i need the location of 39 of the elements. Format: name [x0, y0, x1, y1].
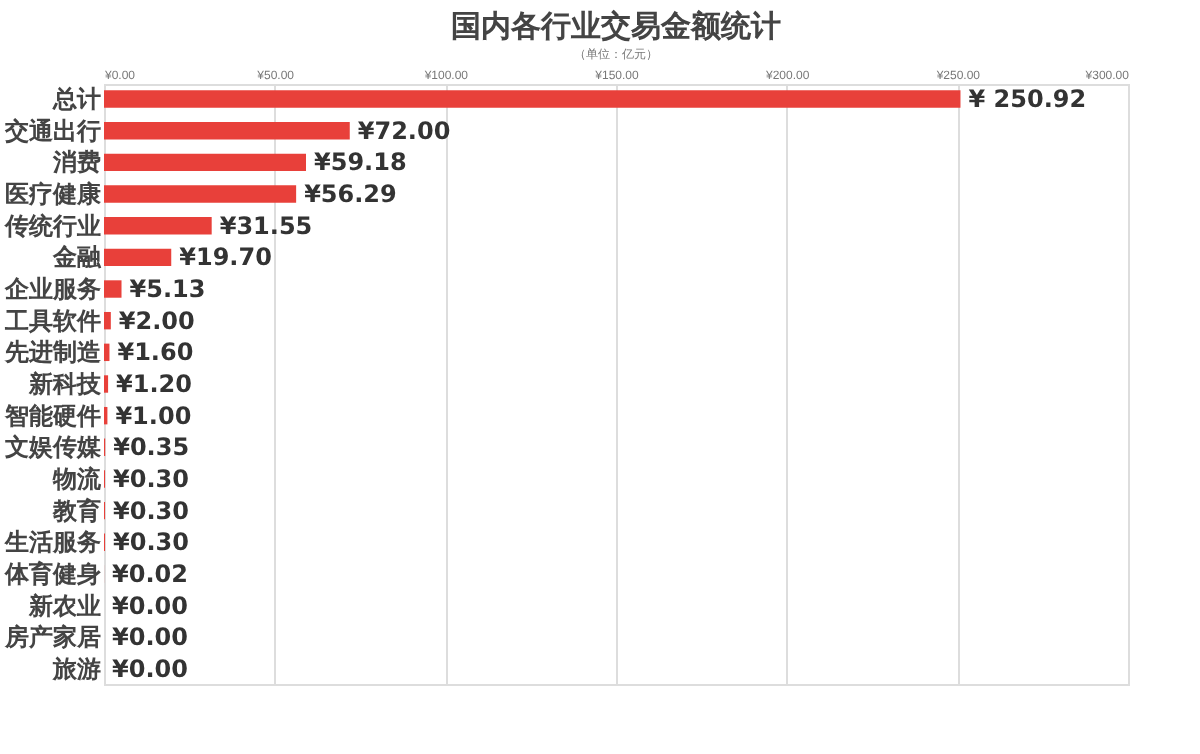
data-label: ¥72.00: [357, 116, 451, 145]
data-label: ¥ 250.92: [968, 85, 1087, 114]
y-tick-label: 生活服务: [3, 528, 101, 557]
y-tick-label: 旅游: [51, 654, 101, 683]
y-tick-label: 新科技: [27, 370, 103, 398]
data-label: ¥0.00: [112, 654, 188, 683]
data-label: ¥0.00: [112, 623, 188, 652]
y-tick-label: 总计: [51, 85, 101, 114]
y-tick-label: 先进制造: [3, 338, 103, 367]
y-tick-label: 医疗健康: [5, 180, 103, 209]
y-tick-label: 教育: [51, 496, 101, 525]
data-label: ¥31.55: [219, 211, 313, 240]
chart-title: 国内各行业交易金额统计: [451, 8, 781, 44]
data-label: ¥1.00: [115, 401, 192, 430]
data-label: ¥19.70: [179, 243, 272, 272]
y-tick-label: 智能硬件: [3, 401, 101, 430]
data-label: ¥0.00: [112, 591, 188, 620]
y-tick-label: 体育健身: [3, 559, 101, 588]
data-label: ¥2.00: [118, 306, 195, 335]
y-tick-label: 金融: [51, 243, 103, 272]
y-tick-label: 物流: [51, 464, 103, 493]
y-tick-label: 消费: [51, 148, 101, 177]
data-label: ¥0.02: [112, 559, 189, 588]
y-tick-label: 企业服务: [3, 275, 101, 304]
data-label: ¥0.30: [113, 528, 189, 557]
data-label: ¥59.18: [314, 148, 407, 177]
y-tick-label: 文娱传媒: [3, 433, 103, 462]
y-tick-label: 传统行业: [3, 211, 101, 240]
data-label: ¥0.35: [113, 433, 190, 462]
data-label: ¥56.29: [304, 180, 397, 209]
y-tick-label: 新农业: [27, 591, 101, 620]
data-label: ¥1.20: [116, 370, 193, 398]
data-label: ¥5.13: [129, 275, 206, 304]
data-label: ¥0.30: [113, 464, 189, 493]
data-label: ¥1.60: [117, 338, 194, 367]
y-tick-label: 工具软件: [3, 306, 101, 335]
y-tick-label: 房产家居: [3, 623, 101, 652]
y-tick-label: 交通出行: [3, 116, 101, 145]
data-label: ¥0.30: [113, 496, 189, 525]
